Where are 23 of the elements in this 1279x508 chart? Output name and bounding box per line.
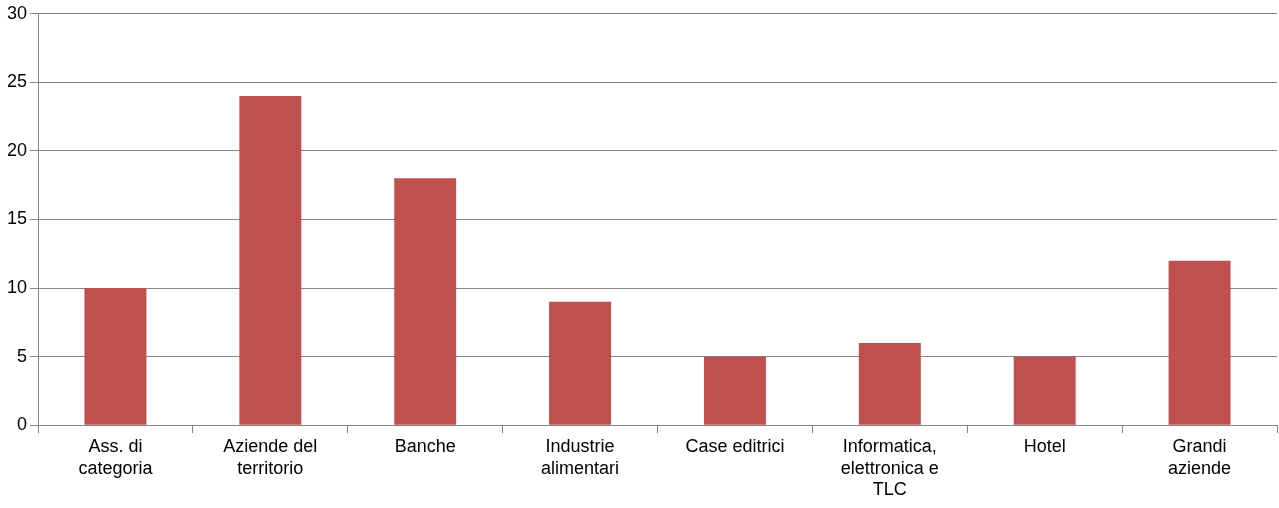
bar [549,301,612,425]
x-tick-label: Case editrici [685,435,785,456]
y-tick-label: 30 [6,2,28,23]
x-tick-label: Informatica, elettronica e TLC [840,435,939,500]
x-tick-label: Ass. di categoria [78,435,154,478]
x-tick-label: Hotel [1023,435,1066,456]
bar [703,356,766,425]
bar [239,96,302,425]
x-tick-label: Aziende del territorio [223,435,318,478]
bar [84,288,147,425]
y-tick-label: 5 [17,345,28,366]
y-tick-label: 0 [17,414,28,435]
bar [858,342,921,425]
bar [1168,260,1231,425]
x-tick-label: Industrie alimentari [541,435,620,478]
y-tick-label: 20 [6,139,28,160]
bar [394,178,457,425]
y-tick-label: 10 [6,277,28,298]
bar [1013,356,1076,425]
y-tick-label: 25 [6,71,28,92]
x-tick-label: Banche [394,435,456,456]
y-tick-label: 15 [6,208,28,229]
x-tick-label: Grandi aziende [1168,435,1232,478]
